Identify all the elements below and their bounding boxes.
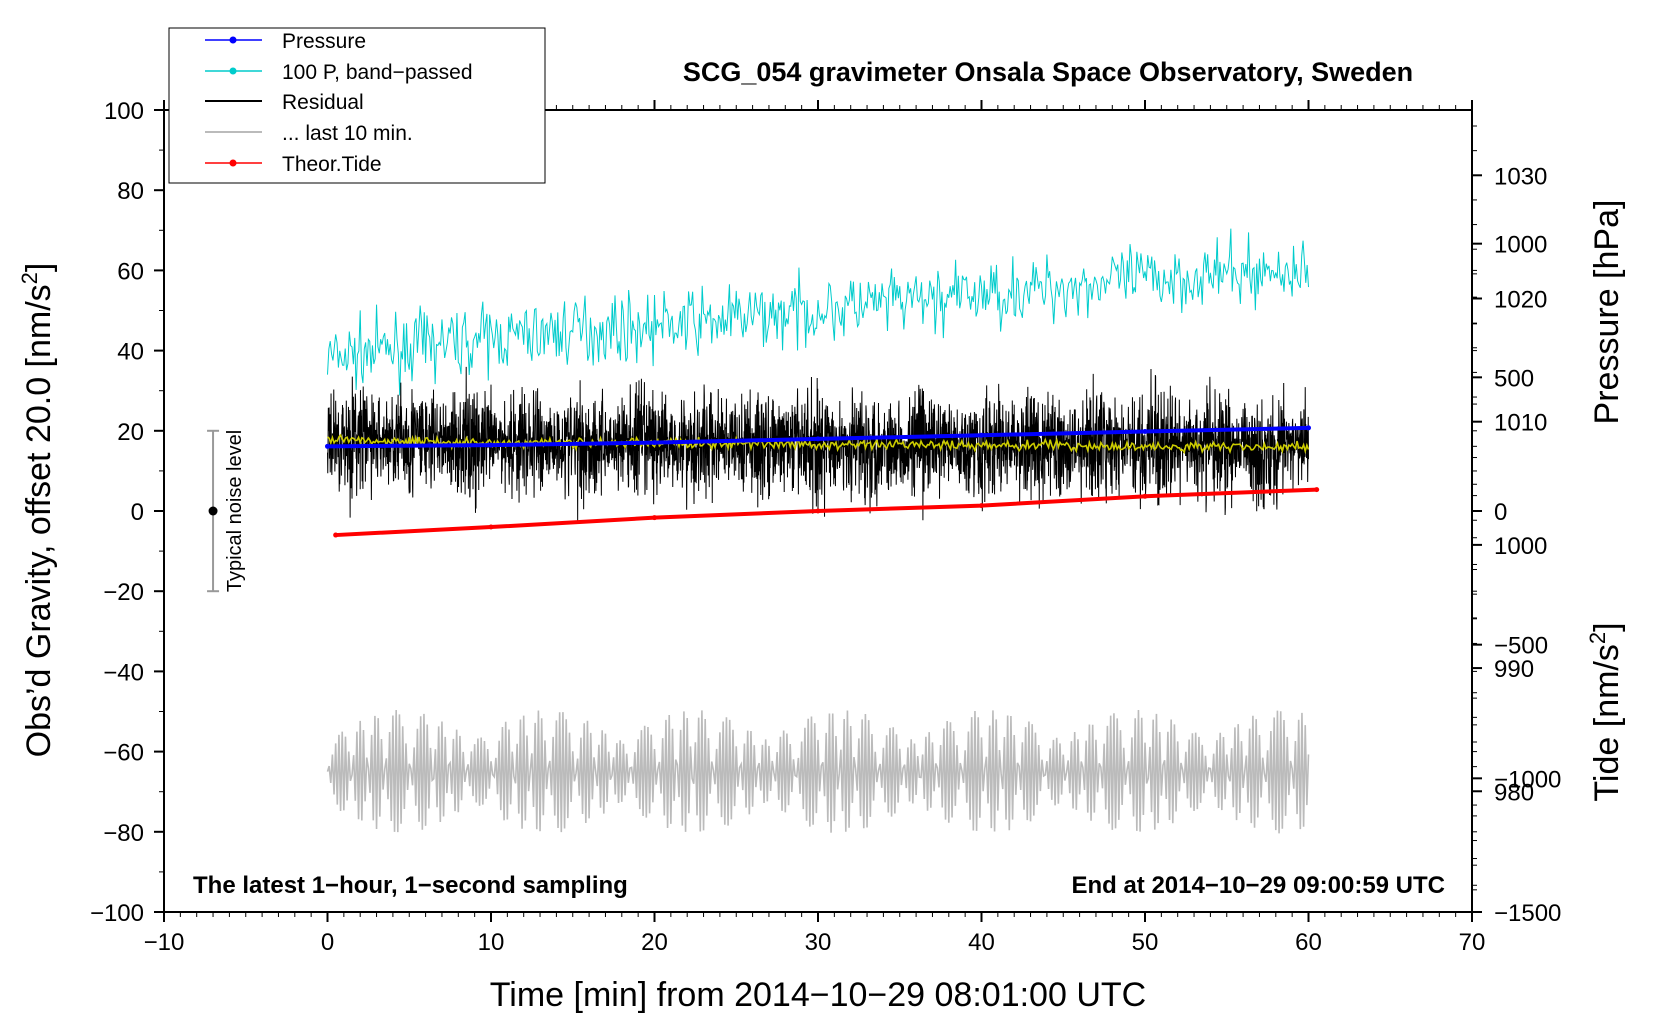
pressure-tick-label: 980 xyxy=(1494,779,1534,806)
pressure-point xyxy=(652,440,657,446)
pressure-point xyxy=(325,443,330,449)
pressure-point xyxy=(1306,425,1311,431)
pressure-tick-label: 1000 xyxy=(1494,533,1547,560)
tide-tick-label: −1500 xyxy=(1494,900,1561,927)
y-tick-label: −40 xyxy=(103,659,144,686)
x-tick-label: −10 xyxy=(144,929,185,956)
tide-point xyxy=(652,515,657,521)
pressure-axis-title: Pressure [hPa] xyxy=(1588,200,1626,425)
note-sampling: The latest 1−hour, 1−second sampling xyxy=(193,872,628,899)
pressure-point xyxy=(488,442,494,448)
x-tick-label: 40 xyxy=(968,929,995,956)
note-end-time: End at 2014−10−29 09:00:59 UTC xyxy=(1071,872,1445,899)
x-tick-label: 20 xyxy=(641,929,668,956)
pressure-point xyxy=(815,436,821,442)
legend: Pressure 100 P, band−passed Residual ...… xyxy=(168,27,546,184)
tide-axis-title-main: Tide [nm/s xyxy=(1588,644,1626,801)
x-tick-label: 30 xyxy=(805,929,832,956)
tide-point xyxy=(815,508,821,514)
y-axis-title-left-close: ] xyxy=(20,263,58,272)
pressure-tick-label: 1020 xyxy=(1494,286,1547,313)
noise-level-label: Typical noise level xyxy=(224,430,246,592)
legend-item-theor-tide: Theor.Tide xyxy=(205,153,382,176)
x-tick-label: 0 xyxy=(321,929,334,956)
y-tick-label: 20 xyxy=(117,419,144,446)
tide-point xyxy=(333,532,339,538)
tide-axis-title-close: ] xyxy=(1588,622,1626,631)
tide-axis-title-sup: 2 xyxy=(1585,632,1610,644)
legend-label-theor-tide: Theor.Tide xyxy=(282,153,382,176)
tide-point xyxy=(979,503,984,509)
pressure-tick-label: 1030 xyxy=(1494,163,1547,190)
x-tick-label: 50 xyxy=(1132,929,1159,956)
y-tick-label: −100 xyxy=(90,900,144,927)
pressure-point xyxy=(979,432,984,438)
x-tick-label: 70 xyxy=(1459,929,1486,956)
series-layer xyxy=(325,228,1320,834)
noise-level-indicator: Typical noise level xyxy=(207,429,246,593)
tide-point xyxy=(1314,487,1320,493)
y-tick-label: 60 xyxy=(117,258,144,285)
series-last-10-min xyxy=(326,710,1310,834)
y-tick-label: 100 xyxy=(104,98,144,125)
noise-center-dot xyxy=(208,506,218,516)
x-tick-label: 60 xyxy=(1295,929,1322,956)
pressure-tick-label: 1010 xyxy=(1494,410,1547,437)
x-axis-title: Time [min] from 2014−10−29 08:01:00 UTC xyxy=(490,976,1146,1014)
tide-tick-label: 1000 xyxy=(1494,232,1547,259)
tide-tick-label: 500 xyxy=(1494,365,1534,392)
series-band-passed xyxy=(327,228,1309,396)
legend-label-pressure: Pressure xyxy=(282,30,366,53)
legend-item-residual: Residual xyxy=(205,91,364,114)
legend-label-residual: Residual xyxy=(282,91,364,114)
y-tick-label: 0 xyxy=(131,499,144,526)
series-theor-tide xyxy=(335,487,1317,538)
y-axis-title-left-main: Obs’d Gravity, offset 20.0 [nm/s xyxy=(20,284,58,757)
tide-axis-title: Tide [nm/s2] xyxy=(1585,622,1626,801)
ticks-layer: −10 0 10 20 30 40 50 60 70−100−80−60−40−20020406… xyxy=(90,98,1561,956)
legend-item-band-passed: 100 P, band−passed xyxy=(205,61,473,84)
x-tick-label: 10 xyxy=(478,929,505,956)
legend-label-band-passed: 100 P, band−passed xyxy=(282,61,473,84)
legend-marker-pressure xyxy=(229,36,237,44)
tide-tick-label: −1000 xyxy=(1494,766,1561,793)
legend-item-pressure: Pressure xyxy=(205,30,366,53)
y-axis-title-left: Obs’d Gravity, offset 20.0 [nm/s2] xyxy=(17,263,58,758)
legend-marker-band-passed xyxy=(229,67,237,75)
y-tick-label: −20 xyxy=(103,579,144,606)
legend-marker-theor-tide xyxy=(229,159,237,167)
tide-tick-label: −500 xyxy=(1494,633,1548,660)
tide-point xyxy=(488,524,494,530)
legend-label-last-10-min: ... last 10 min. xyxy=(282,122,413,145)
pressure-point xyxy=(1142,429,1148,435)
y-tick-label: −60 xyxy=(103,740,144,767)
series-residual-mean xyxy=(327,433,1310,455)
y-axis-title-left-sup: 2 xyxy=(17,272,42,284)
y-tick-label: −80 xyxy=(103,820,144,847)
chart-title: SCG_054 gravimeter Onsala Space Observat… xyxy=(683,57,1413,87)
legend-box xyxy=(168,27,546,184)
tide-tick-label: 0 xyxy=(1494,499,1507,526)
legend-item-last-10-min: ... last 10 min. xyxy=(205,122,413,145)
pressure-tick-label: 990 xyxy=(1494,656,1534,683)
y-tick-label: 40 xyxy=(117,339,144,366)
tide-point xyxy=(1142,493,1148,499)
y-tick-label: 80 xyxy=(117,178,144,205)
